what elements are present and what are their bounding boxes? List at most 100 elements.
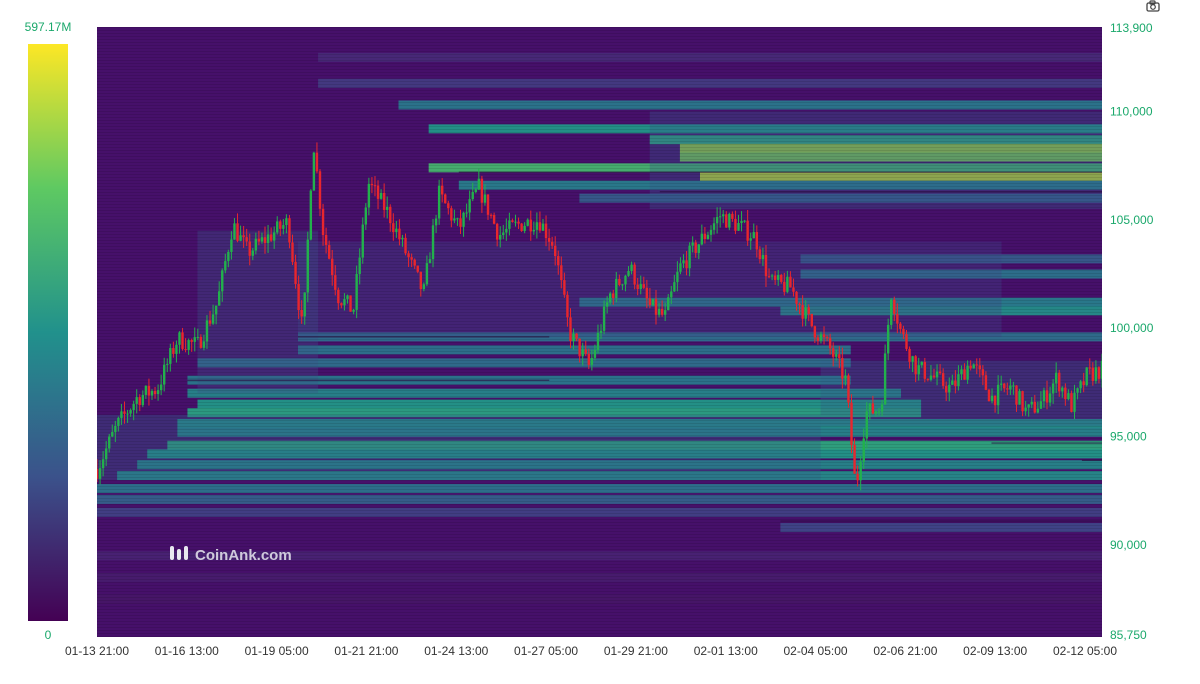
candle-body (276, 221, 279, 233)
candle-body (389, 206, 392, 224)
candle-body (297, 284, 300, 310)
candle-body (899, 323, 902, 329)
candle-body (312, 152, 316, 191)
y-tick-label: 110,000 (1110, 105, 1153, 119)
candle-body (984, 375, 988, 390)
candle-body (838, 354, 841, 359)
candle-body (862, 438, 865, 462)
candle-body (801, 305, 804, 319)
candle-body (1030, 401, 1033, 405)
candle-body (202, 341, 206, 348)
candle-body (199, 336, 203, 348)
candle-body (169, 348, 172, 364)
candle-body (382, 192, 386, 210)
candle-body (303, 292, 306, 317)
candle-body (636, 284, 639, 289)
candle-body (156, 390, 160, 395)
candle-body (1094, 367, 1098, 381)
candle-body (523, 225, 526, 232)
candle-body (773, 275, 777, 280)
candle-body (954, 380, 957, 387)
candle-body (300, 309, 303, 317)
candle-body (453, 218, 456, 221)
candle-body (502, 232, 505, 235)
candle-body (447, 203, 450, 209)
candle-body (279, 221, 282, 229)
candle-body (877, 411, 881, 413)
candle-body (547, 238, 551, 242)
candle-body (871, 403, 875, 414)
candle-body (749, 238, 752, 241)
candle-body (777, 274, 780, 280)
candle-body (770, 275, 774, 277)
candle-body (746, 220, 749, 241)
candle-body (111, 432, 114, 437)
candle-body (474, 189, 477, 193)
candle-body (318, 171, 322, 209)
candle-body (612, 293, 615, 298)
x-tick-label: 01-27 05:00 (514, 644, 578, 658)
candle-body (505, 228, 508, 233)
candle-body (948, 384, 951, 393)
candle-body (1006, 388, 1009, 390)
candle-body (996, 384, 1000, 406)
candle-body (673, 282, 676, 292)
candle-body (337, 289, 340, 304)
candle-body (413, 259, 416, 266)
candle-body (104, 448, 108, 460)
candle-body (196, 336, 200, 338)
candle-body (920, 361, 923, 366)
camera-icon[interactable] (1146, 0, 1160, 12)
candle-body (1015, 385, 1018, 405)
candle-body (550, 241, 554, 246)
candle-body (798, 303, 801, 306)
candle-body (101, 459, 105, 469)
candle-body (517, 221, 520, 224)
candle-body (581, 349, 584, 357)
candle-body (364, 207, 368, 225)
candle-body (239, 235, 242, 241)
candle-body (786, 276, 789, 292)
candle-body (483, 194, 487, 203)
candle-body (141, 394, 145, 406)
candle-body (450, 208, 453, 221)
candle-body (153, 390, 157, 395)
candle-body (266, 234, 270, 244)
candle-body (462, 212, 465, 227)
candle-body (566, 294, 569, 318)
candle-body (740, 220, 743, 224)
candle-body (428, 259, 432, 264)
candle-body (978, 365, 982, 370)
candle-body (593, 350, 597, 358)
candle-body (874, 411, 878, 414)
candle-body (896, 313, 899, 324)
candle-body (416, 265, 419, 272)
candle-body (489, 214, 493, 216)
candle-body (987, 389, 991, 402)
candle-body (123, 411, 126, 414)
candle-body (700, 233, 704, 245)
candle-body (608, 293, 612, 303)
candle-body (685, 260, 688, 269)
candle-body (627, 270, 630, 276)
candle-body (114, 425, 117, 433)
coinank-logo: CoinAnk.com (170, 546, 292, 564)
candle-body (963, 369, 966, 380)
candle-body (557, 256, 560, 266)
candle-body (1033, 401, 1036, 413)
candle-body (880, 404, 884, 412)
candle-body (663, 310, 667, 315)
candle-body (465, 212, 468, 214)
candle-body (407, 253, 410, 258)
candle-body (911, 356, 914, 362)
candle-body (355, 273, 358, 310)
candle-body (599, 330, 603, 333)
candle-body (1042, 390, 1046, 402)
candle-body (172, 348, 175, 354)
candle-body (480, 178, 484, 203)
candle-body (569, 317, 572, 342)
candle-body (1097, 367, 1101, 379)
candle-body (679, 263, 682, 272)
candle-body (1024, 407, 1027, 412)
candle-body (645, 287, 649, 299)
